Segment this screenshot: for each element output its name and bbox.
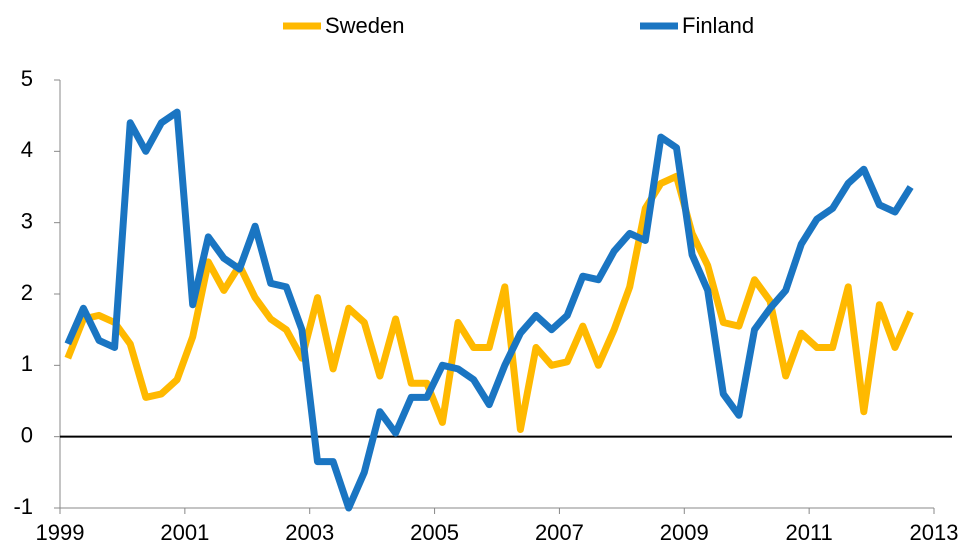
y-tick-label: 3 [21, 208, 33, 233]
x-tick-label: 2003 [285, 520, 334, 545]
x-tick-label: 2009 [660, 520, 709, 545]
y-tick-label: -1 [13, 494, 33, 519]
x-tick-label: 2001 [160, 520, 209, 545]
x-tick-label: 2007 [535, 520, 584, 545]
series-line [64, 108, 914, 512]
x-tick-label: 2011 [785, 520, 832, 545]
y-tick-label: 5 [21, 66, 33, 91]
y-tick-label: 4 [21, 137, 33, 162]
x-tick-label: 2013 [910, 520, 959, 545]
legend-label: Finland [682, 13, 754, 38]
y-tick-label: 1 [21, 351, 33, 376]
legend-label: Sweden [325, 13, 405, 38]
x-tick-label: 1999 [36, 520, 85, 545]
y-tick-label: 2 [21, 280, 33, 305]
y-tick-label: 0 [21, 422, 33, 447]
series-line [64, 172, 914, 433]
x-tick-label: 2005 [410, 520, 459, 545]
